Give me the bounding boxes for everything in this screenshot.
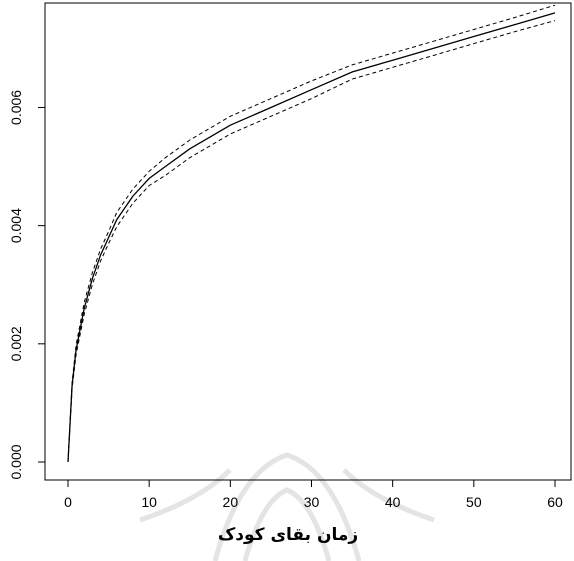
- y-tick-label: 0.002: [8, 326, 24, 361]
- x-tick-label: 20: [223, 494, 239, 510]
- x-tick-label: 40: [385, 494, 401, 510]
- confidence-bound-line-2: [67, 20, 556, 463]
- x-tick-label: 0: [64, 494, 72, 510]
- x-tick-label: 30: [304, 494, 320, 510]
- y-tick-label: 0.004: [8, 208, 24, 243]
- estimate-line: [67, 12, 556, 463]
- y-tick-label: 0.006: [8, 90, 24, 125]
- plot-frame: [44, 2, 572, 481]
- watermark-logo: [139, 452, 435, 561]
- x-axis: 0 10 20 30 40 50 60: [64, 480, 563, 510]
- confidence-bound-line-1: [67, 4, 556, 463]
- x-tick-label: 10: [141, 494, 157, 510]
- x-tick-label: 60: [547, 494, 563, 510]
- y-axis: 0.000 0.002 0.004 0.006: [8, 90, 45, 480]
- x-tick-label: 50: [466, 494, 482, 510]
- y-tick-label: 0.000: [8, 444, 24, 479]
- x-axis-title: زمان بقای کودک: [218, 525, 358, 545]
- series-layer: [67, 4, 556, 463]
